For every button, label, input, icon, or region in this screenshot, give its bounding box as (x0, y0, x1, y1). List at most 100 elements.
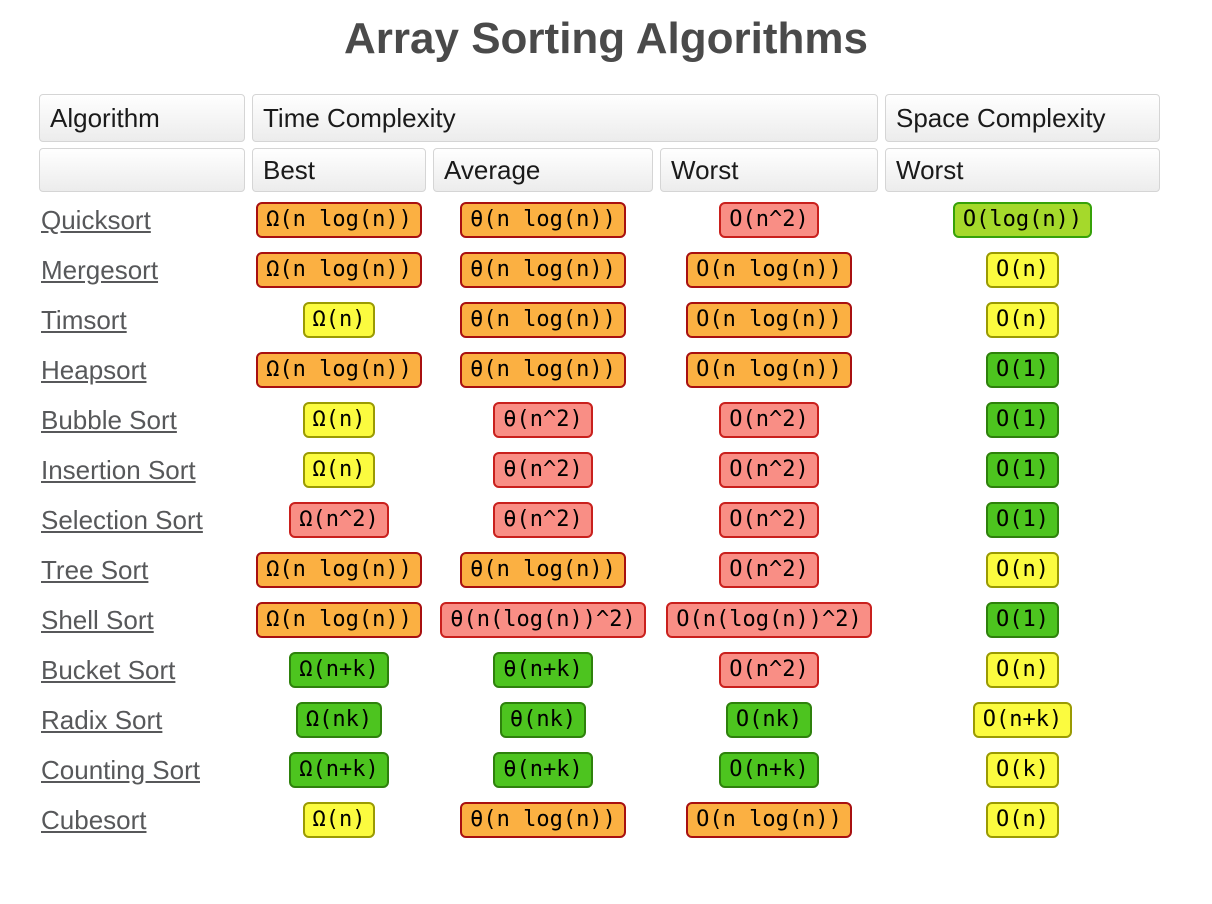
array-sorting-table: Algorithm Time Complexity Space Complexi… (32, 88, 1167, 848)
best-complexity-cell: Ω(n) (252, 448, 426, 492)
best-complexity-badge: Ω(n log(n)) (256, 552, 422, 588)
best-complexity-badge: Ω(n^2) (289, 502, 389, 538)
worst-complexity-badge: O(nk) (725, 702, 813, 738)
average-complexity-badge: θ(nk) (499, 702, 587, 738)
space-complexity-badge: O(n) (986, 802, 1059, 838)
average-complexity-cell: θ(n log(n)) (433, 198, 653, 242)
worst-complexity-cell: O(n^2) (660, 648, 878, 692)
average-complexity-cell: θ(n^2) (433, 448, 653, 492)
table-row: Tree Sort Ω(n log(n)) θ(n log(n)) O(n^2) O(n… (39, 548, 1160, 592)
algorithm-link[interactable]: Heapsort (41, 354, 147, 385)
best-complexity-cell: Ω(n log(n)) (252, 548, 426, 592)
average-complexity-badge: θ(n+k) (493, 652, 593, 688)
average-complexity-cell: θ(n log(n)) (433, 548, 653, 592)
average-complexity-cell: θ(n(log(n))^2) (433, 598, 653, 642)
worst-complexity-badge: O(n(log(n))^2) (666, 602, 872, 638)
worst-complexity-cell: O(n^2) (660, 398, 878, 442)
algorithm-link[interactable]: Timsort (41, 304, 127, 335)
average-complexity-cell: θ(n log(n)) (433, 348, 653, 392)
algorithm-link[interactable]: Shell Sort (41, 604, 154, 635)
worst-complexity-cell: O(n+k) (660, 748, 878, 792)
page-title: Array Sorting Algorithms (344, 14, 868, 63)
best-complexity-cell: Ω(nk) (252, 698, 426, 742)
algorithm-link[interactable]: Bucket Sort (41, 654, 176, 685)
table-row: Bubble Sort Ω(n) θ(n^2) O(n^2) O(1) (39, 398, 1160, 442)
algorithm-link[interactable]: Tree Sort (41, 554, 149, 585)
worst-complexity-badge: O(n log(n)) (686, 302, 852, 338)
worst-complexity-badge: O(n^2) (719, 652, 819, 688)
space-complexity-badge: O(n) (986, 252, 1059, 288)
header-space-worst: Worst (885, 148, 1160, 192)
space-complexity-badge: O(n+k) (972, 702, 1073, 738)
algorithm-link[interactable]: Insertion Sort (41, 454, 196, 485)
average-complexity-badge: θ(n log(n)) (460, 202, 626, 238)
space-complexity-cell: O(n+k) (885, 698, 1160, 742)
table-row: Timsort Ω(n) θ(n log(n)) O(n log(n)) O(n) (39, 298, 1160, 342)
algorithm-link[interactable]: Mergesort (41, 254, 159, 285)
best-complexity-cell: Ω(n) (252, 798, 426, 842)
algorithm-link[interactable]: Quicksort (41, 204, 151, 235)
best-complexity-cell: Ω(n^2) (252, 498, 426, 542)
worst-complexity-badge: O(n^2) (719, 402, 819, 438)
algorithm-name-cell: Selection Sort (39, 498, 245, 542)
average-complexity-cell: θ(n log(n)) (433, 798, 653, 842)
space-complexity-cell: O(1) (885, 598, 1160, 642)
best-complexity-cell: Ω(n log(n)) (252, 348, 426, 392)
algorithm-name-cell: Insertion Sort (39, 448, 245, 492)
space-complexity-badge: O(1) (986, 602, 1059, 638)
worst-complexity-badge: O(n+k) (719, 752, 819, 788)
header-row-groups: Algorithm Time Complexity Space Complexi… (39, 94, 1160, 142)
best-complexity-badge: Ω(n log(n)) (256, 602, 422, 638)
average-complexity-badge: θ(n log(n)) (460, 252, 626, 288)
header-worst: Worst (660, 148, 878, 192)
algorithm-name-cell: Timsort (39, 298, 245, 342)
average-complexity-cell: θ(n^2) (433, 498, 653, 542)
header-row-sub: Best Average Worst Worst (39, 148, 1160, 192)
worst-complexity-cell: O(n log(n)) (660, 798, 878, 842)
average-complexity-badge: θ(n log(n)) (460, 302, 626, 338)
space-complexity-badge: O(1) (986, 502, 1059, 538)
best-complexity-badge: Ω(n) (302, 802, 376, 838)
space-complexity-cell: O(log(n)) (885, 198, 1160, 242)
table-row: Insertion Sort Ω(n) θ(n^2) O(n^2) O(1) (39, 448, 1160, 492)
algorithm-link[interactable]: Selection Sort (41, 504, 203, 535)
space-complexity-cell: O(n) (885, 548, 1160, 592)
average-complexity-badge: θ(n log(n)) (460, 802, 626, 838)
space-complexity-cell: O(k) (885, 748, 1160, 792)
average-complexity-cell: θ(n log(n)) (433, 248, 653, 292)
space-complexity-badge: O(n) (986, 652, 1059, 688)
algorithm-link[interactable]: Bubble Sort (41, 404, 177, 435)
worst-complexity-cell: O(n log(n)) (660, 348, 878, 392)
average-complexity-badge: θ(n^2) (493, 502, 593, 538)
best-complexity-badge: Ω(n) (302, 402, 376, 438)
algorithm-name-cell: Mergesort (39, 248, 245, 292)
worst-complexity-badge: O(n log(n)) (686, 802, 852, 838)
space-complexity-cell: O(1) (885, 398, 1160, 442)
algorithm-name-cell: Quicksort (39, 198, 245, 242)
algorithm-name-cell: Bucket Sort (39, 648, 245, 692)
algorithm-link[interactable]: Cubesort (41, 804, 147, 835)
header-empty-cell (39, 148, 245, 192)
average-complexity-cell: θ(nk) (433, 698, 653, 742)
algorithm-link[interactable]: Counting Sort (41, 754, 200, 785)
best-complexity-badge: Ω(n+k) (289, 652, 389, 688)
best-complexity-cell: Ω(n) (252, 298, 426, 342)
worst-complexity-cell: O(n(log(n))^2) (660, 598, 878, 642)
space-complexity-cell: O(n) (885, 648, 1160, 692)
worst-complexity-cell: O(n^2) (660, 548, 878, 592)
space-complexity-cell: O(n) (885, 798, 1160, 842)
header-space-complexity: Space Complexity (885, 94, 1160, 142)
algorithm-link[interactable]: Radix Sort (41, 704, 163, 735)
best-complexity-badge: Ω(n log(n)) (256, 252, 422, 288)
algorithm-name-cell: Heapsort (39, 348, 245, 392)
table-header: Algorithm Time Complexity Space Complexi… (39, 94, 1160, 192)
space-complexity-badge: O(1) (986, 402, 1059, 438)
average-complexity-cell: θ(n+k) (433, 648, 653, 692)
worst-complexity-badge: O(n^2) (719, 502, 819, 538)
best-complexity-cell: Ω(n log(n)) (252, 248, 426, 292)
best-complexity-badge: Ω(n log(n)) (256, 352, 422, 388)
table-row: Bucket Sort Ω(n+k) θ(n+k) O(n^2) O(n) (39, 648, 1160, 692)
best-complexity-badge: Ω(n) (302, 452, 376, 488)
average-complexity-badge: θ(n log(n)) (460, 552, 626, 588)
average-complexity-cell: θ(n^2) (433, 398, 653, 442)
